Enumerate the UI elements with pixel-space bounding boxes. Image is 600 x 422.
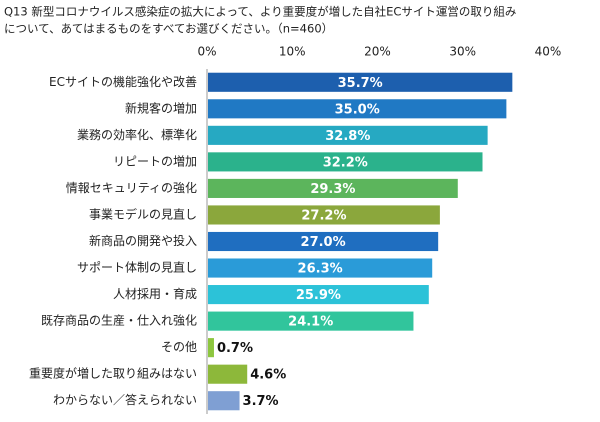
- category-label: 事業モデルの見直し: [89, 206, 197, 221]
- bar: [208, 311, 414, 331]
- value-label: 32.8%: [325, 129, 370, 144]
- bar: [208, 364, 248, 384]
- bar: [208, 258, 433, 278]
- value-label: 27.2%: [301, 208, 346, 223]
- bar: [208, 338, 214, 358]
- value-label: 4.6%: [250, 368, 286, 383]
- category-label: 重要度が増した取り組みはない: [29, 366, 197, 381]
- bar: [208, 99, 507, 119]
- value-label: 3.7%: [243, 394, 279, 409]
- value-label: 29.3%: [310, 182, 355, 197]
- bar: [208, 125, 488, 145]
- bar: [208, 178, 458, 198]
- x-tick-label: 20%: [364, 45, 391, 59]
- chart-title: について、あてはまるものをすべてお選びください。（n=460）: [4, 22, 333, 36]
- chart-title: Q13 新型コロナウイルス感染症の拡大によって、より重要度が増した自社ECサイト…: [4, 5, 516, 19]
- value-label: 35.0%: [335, 102, 380, 117]
- x-tick-label: 10%: [279, 45, 306, 59]
- value-label: 0.7%: [217, 341, 253, 356]
- value-label: 25.9%: [296, 288, 341, 303]
- category-label: サポート体制の見直し: [77, 261, 197, 275]
- category-label: ECサイトの機能強化や改善: [49, 74, 197, 89]
- x-tick-label: 40%: [535, 45, 562, 59]
- value-label: 35.7%: [338, 76, 383, 91]
- category-label: その他: [161, 340, 197, 354]
- bar: [208, 72, 513, 92]
- category-label: 既存商品の生産・仕入れ強化: [41, 313, 197, 328]
- bar: [208, 231, 439, 252]
- value-label: 27.0%: [301, 235, 346, 250]
- x-tick-label: 0%: [197, 45, 216, 59]
- value-label: 24.1%: [288, 315, 333, 330]
- bar: [208, 285, 429, 305]
- value-label: 26.3%: [298, 262, 343, 277]
- category-label: 情報セキュリティの強化: [66, 181, 197, 195]
- category-label: わからない／答えられない: [53, 392, 197, 407]
- category-label: 人材採用・育成: [113, 286, 197, 301]
- value-label: 32.2%: [323, 155, 368, 170]
- category-label: 新商品の開発や投入: [89, 233, 197, 248]
- bar: [208, 205, 440, 225]
- bar: [208, 391, 240, 411]
- category-label: リピートの増加: [113, 154, 197, 168]
- x-tick-label: 30%: [449, 45, 476, 59]
- category-label: 業務の効率化、標準化: [77, 127, 197, 142]
- bar: [208, 152, 483, 172]
- category-label: 新規客の増加: [125, 100, 197, 115]
